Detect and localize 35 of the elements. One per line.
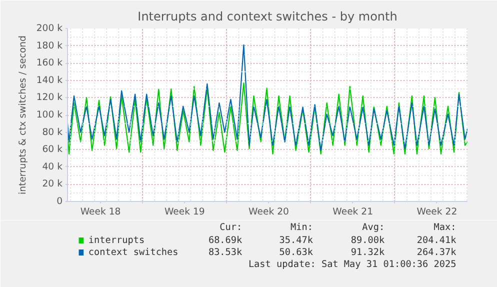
legend-label: context switches: [88, 247, 178, 258]
text: Avg:: [362, 222, 385, 233]
y-tick-label: 100 k: [36, 110, 64, 120]
text: 35.47k: [279, 235, 314, 246]
line-series: [68, 82, 468, 154]
text: Min:: [290, 222, 313, 233]
text: Last update: Sat May 31 01:00:36 2025: [248, 259, 456, 270]
y-tick-label: 80 k: [42, 126, 64, 138]
text: 264.37k: [416, 247, 457, 258]
x-tick-label: Week 21: [332, 206, 374, 218]
y-tick-label: 200 k: [36, 23, 64, 34]
x-tick-label: Week 22: [416, 206, 458, 218]
y-tick-label: 40 k: [42, 161, 64, 172]
text: Max:: [434, 222, 456, 233]
line-series: [68, 44, 468, 152]
y-tick-label: 120 k: [36, 92, 64, 104]
y-tick-label: 180 k: [36, 40, 64, 52]
text: Cur:: [220, 222, 242, 233]
text: 68.69k: [208, 235, 243, 246]
x-tick-label: Week 18: [80, 206, 121, 218]
y-tick-label: 140 k: [36, 74, 64, 86]
y-tick-label: 20 k: [42, 178, 64, 190]
legend-label: interrupts: [88, 235, 145, 246]
y-tick-label: 160 k: [36, 58, 64, 69]
text: 91.32k: [350, 247, 385, 258]
x-tick-label: Week 19: [164, 206, 205, 218]
y-axis-title: interrupts & ctx switches / second: [17, 35, 28, 194]
y-tick-label: 0: [56, 196, 63, 207]
text: 50.63k: [279, 247, 314, 258]
text: 89.00k: [350, 235, 385, 246]
x-tick-label: Week 20: [248, 206, 290, 218]
chart-title: Interrupts and context switches - by month: [138, 10, 398, 24]
text: 83.53k: [208, 247, 243, 258]
text: 204.41k: [416, 235, 457, 246]
y-tick-label: 60 k: [42, 144, 64, 156]
